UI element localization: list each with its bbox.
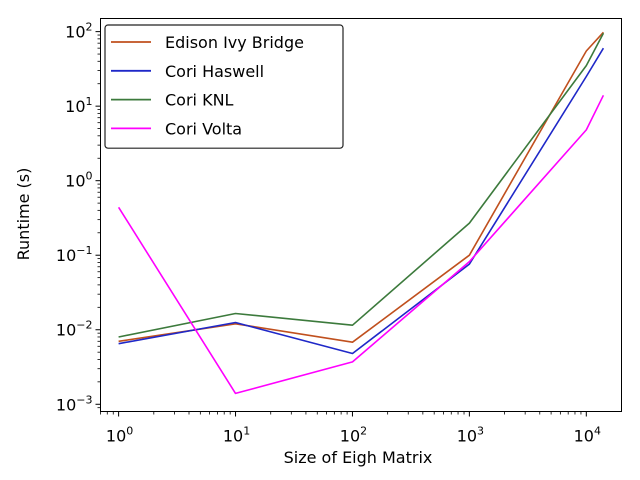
y-tick-label: 10−3 [56, 393, 93, 414]
x-tick-label-base: 10 [457, 427, 477, 446]
legend-label: Cori Haswell [165, 62, 264, 81]
y-tick-label-base: 10 [56, 395, 76, 414]
y-tick-label-base: 10 [65, 172, 85, 191]
plot-frame [100, 18, 622, 412]
x-tick-label-base: 10 [574, 427, 594, 446]
y-tick-label-exponent: 1 [86, 95, 93, 108]
legend-box [104, 24, 344, 149]
series-lines [117, 31, 605, 395]
x-tick-label-exponent: 4 [594, 425, 601, 438]
y-tick-label-exponent: −2 [76, 319, 92, 332]
series-line-cori-volta [117, 94, 605, 395]
y-tick-label-base: 10 [65, 23, 85, 42]
x-tick-label-exponent: 0 [126, 425, 133, 438]
y-tick-label-exponent: 2 [86, 21, 93, 34]
x-tick-label-exponent: 1 [243, 425, 250, 438]
y-tick-label: 101 [65, 95, 92, 116]
x-tick-label: 101 [223, 425, 250, 446]
x-tick-label: 102 [340, 425, 367, 446]
y-axis-title: Runtime (s) [14, 168, 33, 261]
x-axis-title: Size of Eigh Matrix [284, 448, 433, 467]
y-tick-label-base: 10 [56, 246, 76, 265]
series-line-cori-knl [118, 32, 605, 338]
y-tick-label-exponent: −1 [76, 244, 92, 257]
y-tick-label: 10−2 [56, 319, 93, 340]
series-line-cori-haswell [118, 47, 605, 355]
legend-label: Edison Ivy Bridge [165, 33, 304, 52]
y-tick-label-base: 10 [65, 97, 85, 116]
x-tick-label: 104 [574, 425, 601, 446]
y-tick-label-exponent: −3 [76, 393, 92, 406]
y-tick-label-base: 10 [56, 321, 76, 340]
x-tick-label-exponent: 3 [477, 425, 484, 438]
x-tick-label-exponent: 2 [360, 425, 367, 438]
y-tick-label: 100 [65, 170, 92, 191]
x-tick-label: 103 [457, 425, 484, 446]
y-tick-label: 102 [65, 21, 92, 42]
x-tick-label-base: 10 [223, 427, 243, 446]
y-tick-label-exponent: 0 [86, 170, 93, 183]
legend-label: Cori Volta [165, 119, 242, 138]
x-tick-label: 100 [106, 425, 133, 446]
legend: Edison Ivy Bridge Cori Haswell Cori KNL Cor… [104, 24, 344, 149]
x-tick-label-base: 10 [340, 427, 360, 446]
y-tick-label: 10−1 [56, 244, 93, 265]
legend-label: Cori KNL [165, 91, 234, 110]
x-axis: 100 101 102 103 104 [100, 411, 601, 446]
x-tick-label-base: 10 [106, 427, 126, 446]
